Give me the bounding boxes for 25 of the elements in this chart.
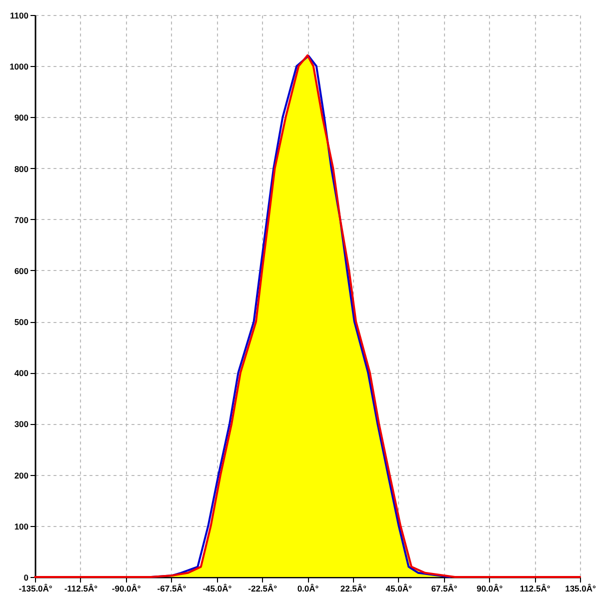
x-tick-label: -90.0Â° — [112, 584, 142, 594]
y-tick-label: 400 — [14, 368, 29, 378]
x-tick-label: 135.0Â° — [565, 584, 597, 594]
x-tick-label: -45.0Â° — [202, 584, 232, 594]
y-tick-label: 900 — [14, 112, 29, 123]
y-tick-label: 200 — [14, 470, 29, 480]
y-tick-label: 1100 — [10, 10, 29, 20]
x-tick-label: 45.0Â° — [386, 584, 412, 594]
x-tick-label: 22.5Â° — [340, 584, 368, 594]
x-tick-label: -112.5Â° — [64, 584, 98, 594]
x-tick-label: 0.0Â° — [297, 584, 320, 594]
y-tick-label: 1000 — [10, 62, 29, 72]
x-tick-label: 67.5Â° — [431, 584, 458, 594]
y-tick-label: 100 — [14, 521, 29, 532]
x-tick-label: 90.0Â° — [476, 584, 504, 594]
x-tick-label: -22.5Â° — [248, 584, 278, 594]
x-tick-label: -135.0Â° — [18, 584, 53, 594]
y-tick-label: 300 — [14, 419, 29, 430]
y-tick-label: 500 — [14, 317, 29, 328]
y-tick-label: 600 — [14, 266, 29, 276]
x-tick-label: -67.5Â° — [157, 584, 187, 594]
y-tick-label: 0 — [24, 572, 29, 582]
y-tick-label: 700 — [14, 214, 29, 225]
x-tick-label: 112.5Â° — [520, 584, 551, 594]
y-tick-label: 800 — [14, 164, 29, 174]
